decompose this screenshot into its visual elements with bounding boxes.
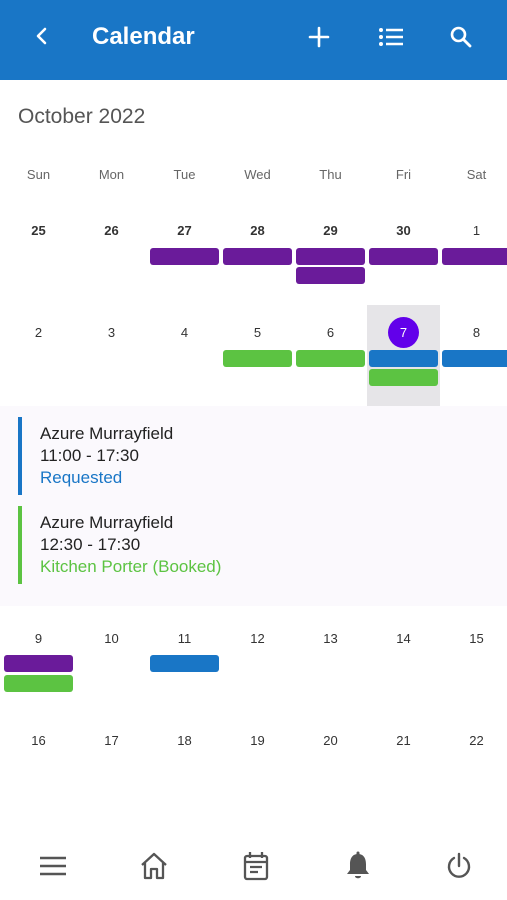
calendar-day[interactable]: 17	[104, 733, 119, 748]
event-bar[interactable]	[369, 369, 438, 386]
search-icon	[450, 26, 472, 48]
calendar-day[interactable]: 27	[177, 223, 192, 238]
calendar-day[interactable]: 13	[323, 631, 338, 646]
power-icon	[447, 852, 471, 878]
today-day-circle[interactable]: 7	[388, 317, 419, 348]
add-button[interactable]	[302, 20, 336, 54]
event-bar[interactable]	[223, 248, 292, 265]
calendar-day[interactable]: 15	[469, 631, 484, 646]
event-bar[interactable]	[369, 350, 438, 367]
event-bar[interactable]	[296, 350, 365, 367]
event-time: 11:00 - 17:30	[40, 446, 139, 465]
calendar-day[interactable]: 12	[250, 631, 265, 646]
calendar-day[interactable]: 18	[177, 733, 192, 748]
weekday-header: Thu	[319, 167, 342, 182]
bottom-nav	[0, 832, 507, 900]
nav-home-button[interactable]	[134, 846, 174, 886]
event-color-bar	[18, 417, 22, 495]
calendar-day[interactable]: 22	[469, 733, 484, 748]
home-icon	[141, 852, 167, 880]
event-venue: Azure Murrayfield	[40, 513, 174, 532]
event-card[interactable]: Azure Murrayfield 12:30 - 17:30 Kitchen …	[18, 506, 478, 584]
event-venue: Azure Murrayfield	[40, 424, 174, 443]
calendar-day[interactable]: 16	[31, 733, 46, 748]
calendar-day[interactable]: 25	[31, 223, 46, 238]
calendar-list-icon	[243, 852, 269, 881]
calendar-day[interactable]: 3	[107, 325, 116, 340]
nav-calendar-button[interactable]	[236, 846, 276, 886]
event-bar[interactable]	[4, 675, 73, 692]
event-bar[interactable]	[4, 655, 73, 672]
calendar-day[interactable]: 9	[34, 631, 43, 646]
weekday-header: Sat	[466, 167, 487, 182]
calendar-day[interactable]: 8	[472, 325, 481, 340]
search-button[interactable]	[444, 20, 478, 54]
event-bar[interactable]	[442, 350, 507, 367]
event-bar[interactable]	[150, 655, 219, 672]
nav-notifications-button[interactable]	[338, 846, 378, 886]
event-status: Kitchen Porter (Booked)	[40, 557, 222, 576]
calendar-day[interactable]: 19	[250, 733, 265, 748]
chevron-left-icon	[36, 27, 47, 45]
weekday-header: Mon	[98, 167, 125, 182]
event-card[interactable]: Azure Murrayfield 11:00 - 17:30 Requeste…	[18, 417, 478, 495]
calendar-day[interactable]: 30	[396, 223, 411, 238]
bell-icon	[347, 851, 369, 879]
event-bar[interactable]	[296, 267, 365, 284]
calendar-day[interactable]: 5	[253, 325, 262, 340]
calendar-day[interactable]: 14	[396, 631, 411, 646]
back-button[interactable]	[28, 22, 56, 50]
calendar-day[interactable]: 29	[323, 223, 338, 238]
event-bar[interactable]	[442, 248, 507, 265]
nav-menu-button[interactable]	[33, 846, 73, 886]
calendar-day[interactable]: 4	[180, 325, 189, 340]
nav-logout-button[interactable]	[439, 846, 479, 886]
calendar-day[interactable]: 11	[177, 631, 192, 646]
event-color-bar	[18, 506, 22, 584]
event-bar[interactable]	[369, 248, 438, 265]
app-bar: Calendar	[0, 0, 507, 80]
list-icon	[379, 28, 403, 46]
calendar-day[interactable]: 26	[104, 223, 119, 238]
event-time: 12:30 - 17:30	[40, 535, 141, 554]
page-title: Calendar	[92, 23, 195, 50]
calendar-day[interactable]: 1	[472, 223, 481, 238]
calendar-day[interactable]: 28	[250, 223, 265, 238]
plus-icon	[308, 26, 330, 48]
list-view-button[interactable]	[374, 20, 408, 54]
weekday-header: Wed	[244, 167, 271, 182]
event-bar[interactable]	[223, 350, 292, 367]
menu-icon	[40, 856, 66, 876]
event-status: Requested	[40, 468, 123, 487]
day-events-panel: Azure Murrayfield 11:00 - 17:30 Requeste…	[0, 406, 507, 606]
weekday-header: Sun	[26, 167, 51, 182]
event-bar[interactable]	[150, 248, 219, 265]
calendar-day[interactable]: 20	[323, 733, 338, 748]
calendar-day[interactable]: 6	[326, 325, 335, 340]
calendar-day[interactable]: 21	[396, 733, 411, 748]
event-bar[interactable]	[296, 248, 365, 265]
calendar-day[interactable]: 2	[34, 325, 43, 340]
month-label: October 2022	[18, 105, 146, 128]
weekday-header: Fri	[395, 167, 412, 182]
weekday-header: Tue	[173, 167, 196, 182]
calendar-day[interactable]: 10	[104, 631, 119, 646]
